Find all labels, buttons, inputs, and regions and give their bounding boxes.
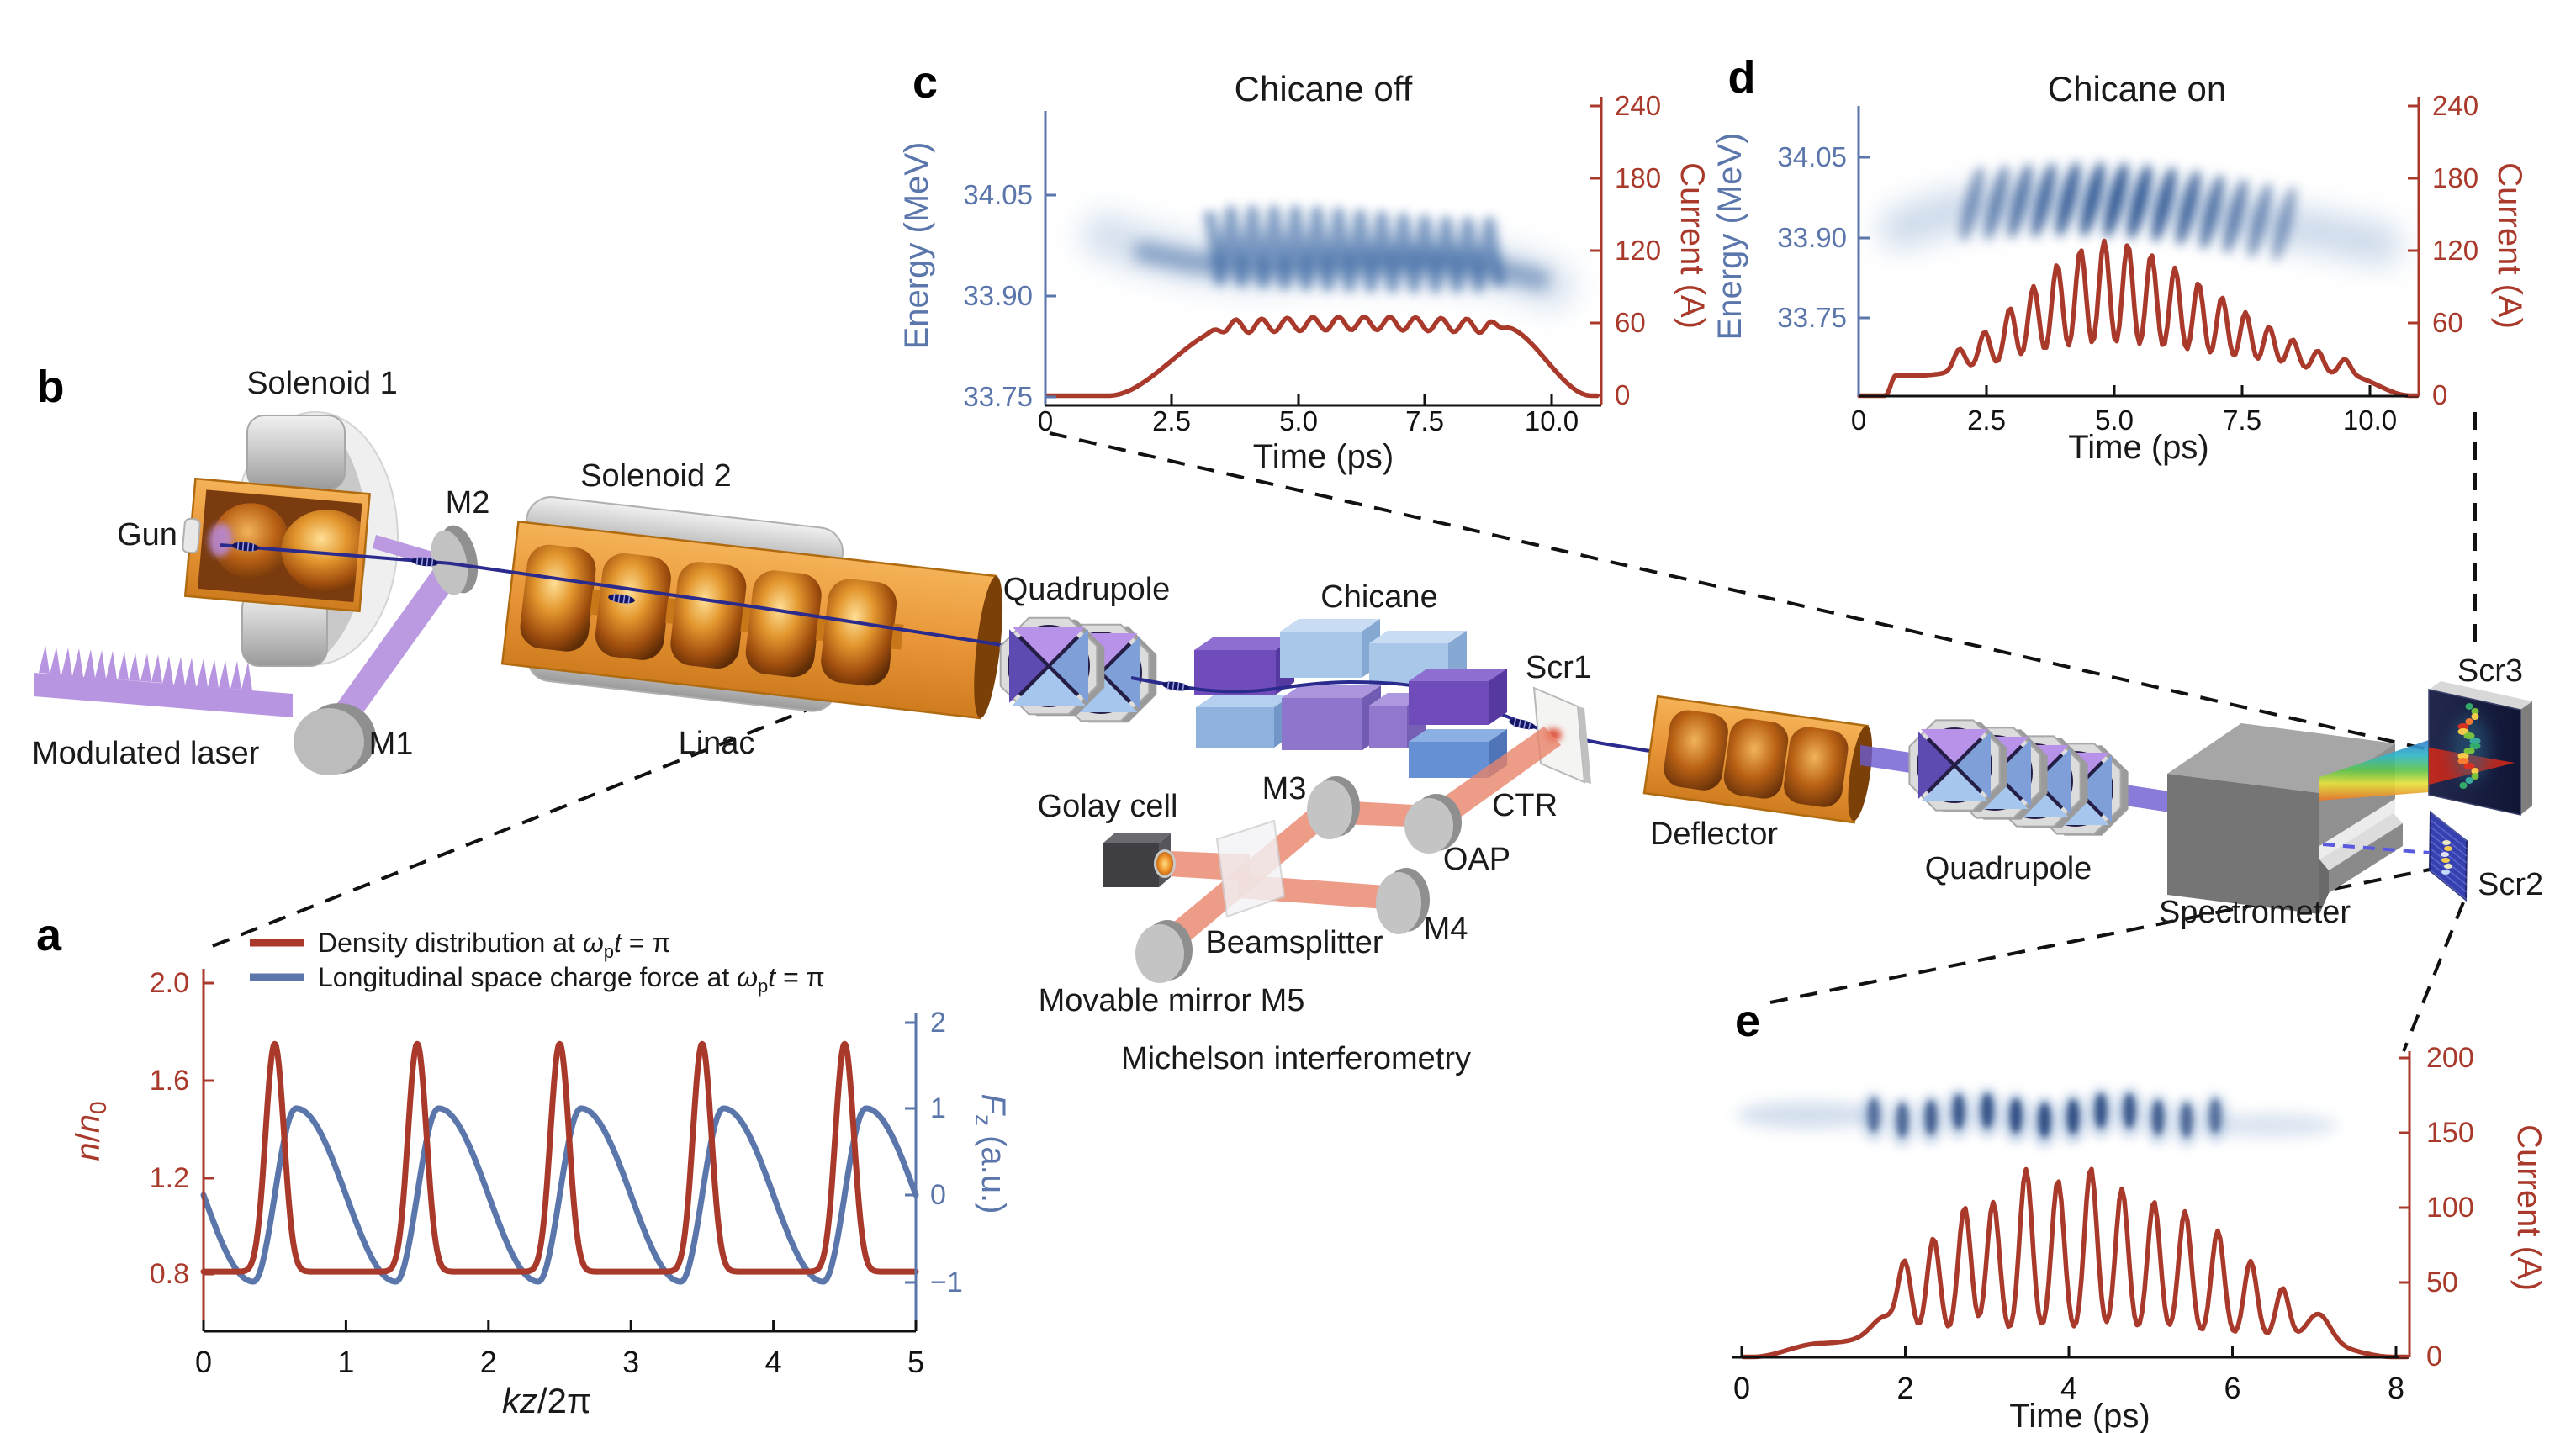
svg-text:8: 8 (2388, 1371, 2404, 1405)
svg-text:Longitudinal space charge forc: Longitudinal space charge force at ωpt =… (318, 962, 825, 997)
svg-text:Michelson interferometry: Michelson interferometry (1121, 1041, 1471, 1076)
svg-text:240: 240 (1615, 90, 1661, 121)
svg-text:Quadrupole: Quadrupole (1003, 572, 1171, 607)
svg-text:33.90: 33.90 (1777, 222, 1847, 253)
svg-text:Current (A): Current (A) (2491, 162, 2528, 329)
svg-text:180: 180 (1615, 162, 1661, 193)
svg-text:Solenoid 1: Solenoid 1 (246, 366, 398, 401)
svg-text:120: 120 (1615, 235, 1661, 266)
svg-text:−1: −1 (930, 1266, 963, 1298)
svg-text:c: c (912, 57, 938, 108)
svg-text:1.6: 1.6 (150, 1065, 189, 1097)
svg-text:34.05: 34.05 (1777, 141, 1847, 172)
svg-text:M3: M3 (1262, 771, 1307, 806)
svg-text:0: 0 (195, 1345, 212, 1379)
svg-text:Solenoid 2: Solenoid 2 (580, 458, 732, 494)
svg-text:e: e (1735, 996, 1760, 1046)
svg-text:240: 240 (2432, 90, 2478, 121)
svg-text:0: 0 (930, 1179, 946, 1211)
svg-text:a: a (36, 910, 62, 960)
svg-text:50: 50 (2426, 1266, 2458, 1298)
svg-text:Deflector: Deflector (1650, 817, 1778, 852)
svg-text:33.75: 33.75 (963, 381, 1033, 412)
svg-text:150: 150 (2426, 1117, 2474, 1149)
svg-text:5.0: 5.0 (2095, 405, 2134, 436)
svg-text:60: 60 (1615, 307, 1646, 338)
svg-text:OAP: OAP (1443, 842, 1510, 877)
svg-text:2.5: 2.5 (1152, 405, 1191, 436)
svg-text:2: 2 (480, 1345, 497, 1379)
svg-text:0: 0 (1733, 1371, 1750, 1405)
svg-text:2.5: 2.5 (1967, 405, 2006, 436)
svg-text:10.0: 10.0 (1525, 405, 1579, 436)
svg-text:0: 0 (1615, 379, 1630, 410)
svg-text:Time (ps): Time (ps) (1253, 438, 1394, 475)
svg-text:0: 0 (1038, 405, 1053, 436)
svg-text:33.75: 33.75 (1777, 302, 1847, 333)
svg-text:Gun: Gun (117, 517, 177, 553)
svg-text:0: 0 (2432, 379, 2447, 410)
svg-text:M4: M4 (1424, 912, 1468, 947)
svg-text:Current (A): Current (A) (2510, 1124, 2547, 1291)
svg-text:120: 120 (2432, 235, 2478, 266)
svg-text:Modulated laser: Modulated laser (32, 736, 260, 771)
svg-text:Time (ps): Time (ps) (2068, 429, 2208, 466)
svg-text:1: 1 (930, 1092, 946, 1124)
svg-text:Movable mirror M5: Movable mirror M5 (1039, 983, 1305, 1018)
svg-text:3: 3 (622, 1345, 639, 1379)
svg-text:Fz (a.u.): Fz (a.u.) (971, 1094, 1012, 1214)
svg-text:Time (ps): Time (ps) (2009, 1398, 2150, 1433)
svg-text:7.5: 7.5 (1405, 405, 1444, 436)
svg-text:Chicane off: Chicane off (1235, 69, 1413, 108)
svg-text:b: b (37, 362, 65, 412)
svg-text:M2: M2 (446, 485, 490, 521)
svg-text:5.0: 5.0 (1279, 405, 1318, 436)
svg-text:0: 0 (2426, 1340, 2442, 1372)
svg-text:Chicane on: Chicane on (2048, 69, 2226, 108)
svg-text:10.0: 10.0 (2343, 405, 2397, 436)
svg-text:2.0: 2.0 (150, 967, 189, 999)
svg-text:2: 2 (930, 1007, 946, 1039)
svg-text:34.05: 34.05 (963, 179, 1033, 210)
svg-text:6: 6 (2224, 1371, 2240, 1405)
svg-text:0.8: 0.8 (150, 1258, 189, 1290)
svg-text:Scr1: Scr1 (1526, 650, 1591, 685)
svg-text:2: 2 (1896, 1371, 1913, 1405)
svg-text:Beamsplitter: Beamsplitter (1205, 925, 1383, 960)
svg-text:7.5: 7.5 (2223, 405, 2261, 436)
svg-text:Current (A): Current (A) (1674, 162, 1711, 329)
svg-text:33.90: 33.90 (963, 280, 1033, 311)
svg-text:CTR: CTR (1492, 788, 1558, 823)
svg-text:Spectrometer: Spectrometer (2159, 895, 2351, 930)
svg-text:100: 100 (2426, 1192, 2474, 1224)
svg-text:Scr3: Scr3 (2457, 653, 2523, 689)
svg-text:1.2: 1.2 (150, 1162, 189, 1194)
svg-text:M1: M1 (369, 727, 414, 762)
svg-text:kz/2π: kz/2π (502, 1381, 591, 1420)
svg-text:Linac: Linac (679, 726, 755, 761)
svg-text:200: 200 (2426, 1042, 2474, 1074)
svg-text:4: 4 (765, 1345, 782, 1379)
svg-text:Scr2: Scr2 (2478, 867, 2543, 902)
svg-text:5: 5 (907, 1345, 924, 1379)
svg-text:180: 180 (2432, 162, 2478, 193)
svg-text:Energy (MeV): Energy (MeV) (1711, 133, 1748, 341)
svg-text:Golay cell: Golay cell (1038, 789, 1178, 824)
svg-text:Energy (MeV): Energy (MeV) (898, 142, 935, 350)
svg-text:Quadrupole: Quadrupole (1925, 851, 2092, 886)
svg-text:d: d (1728, 52, 1756, 103)
svg-text:4: 4 (2060, 1371, 2077, 1405)
svg-text:60: 60 (2432, 307, 2463, 338)
svg-text:0: 0 (1851, 405, 1866, 436)
svg-text:1: 1 (337, 1345, 354, 1379)
svg-text:Density distribution at ωpt =: Density distribution at ωpt = π (318, 928, 670, 962)
svg-text:Chicane: Chicane (1320, 579, 1437, 615)
